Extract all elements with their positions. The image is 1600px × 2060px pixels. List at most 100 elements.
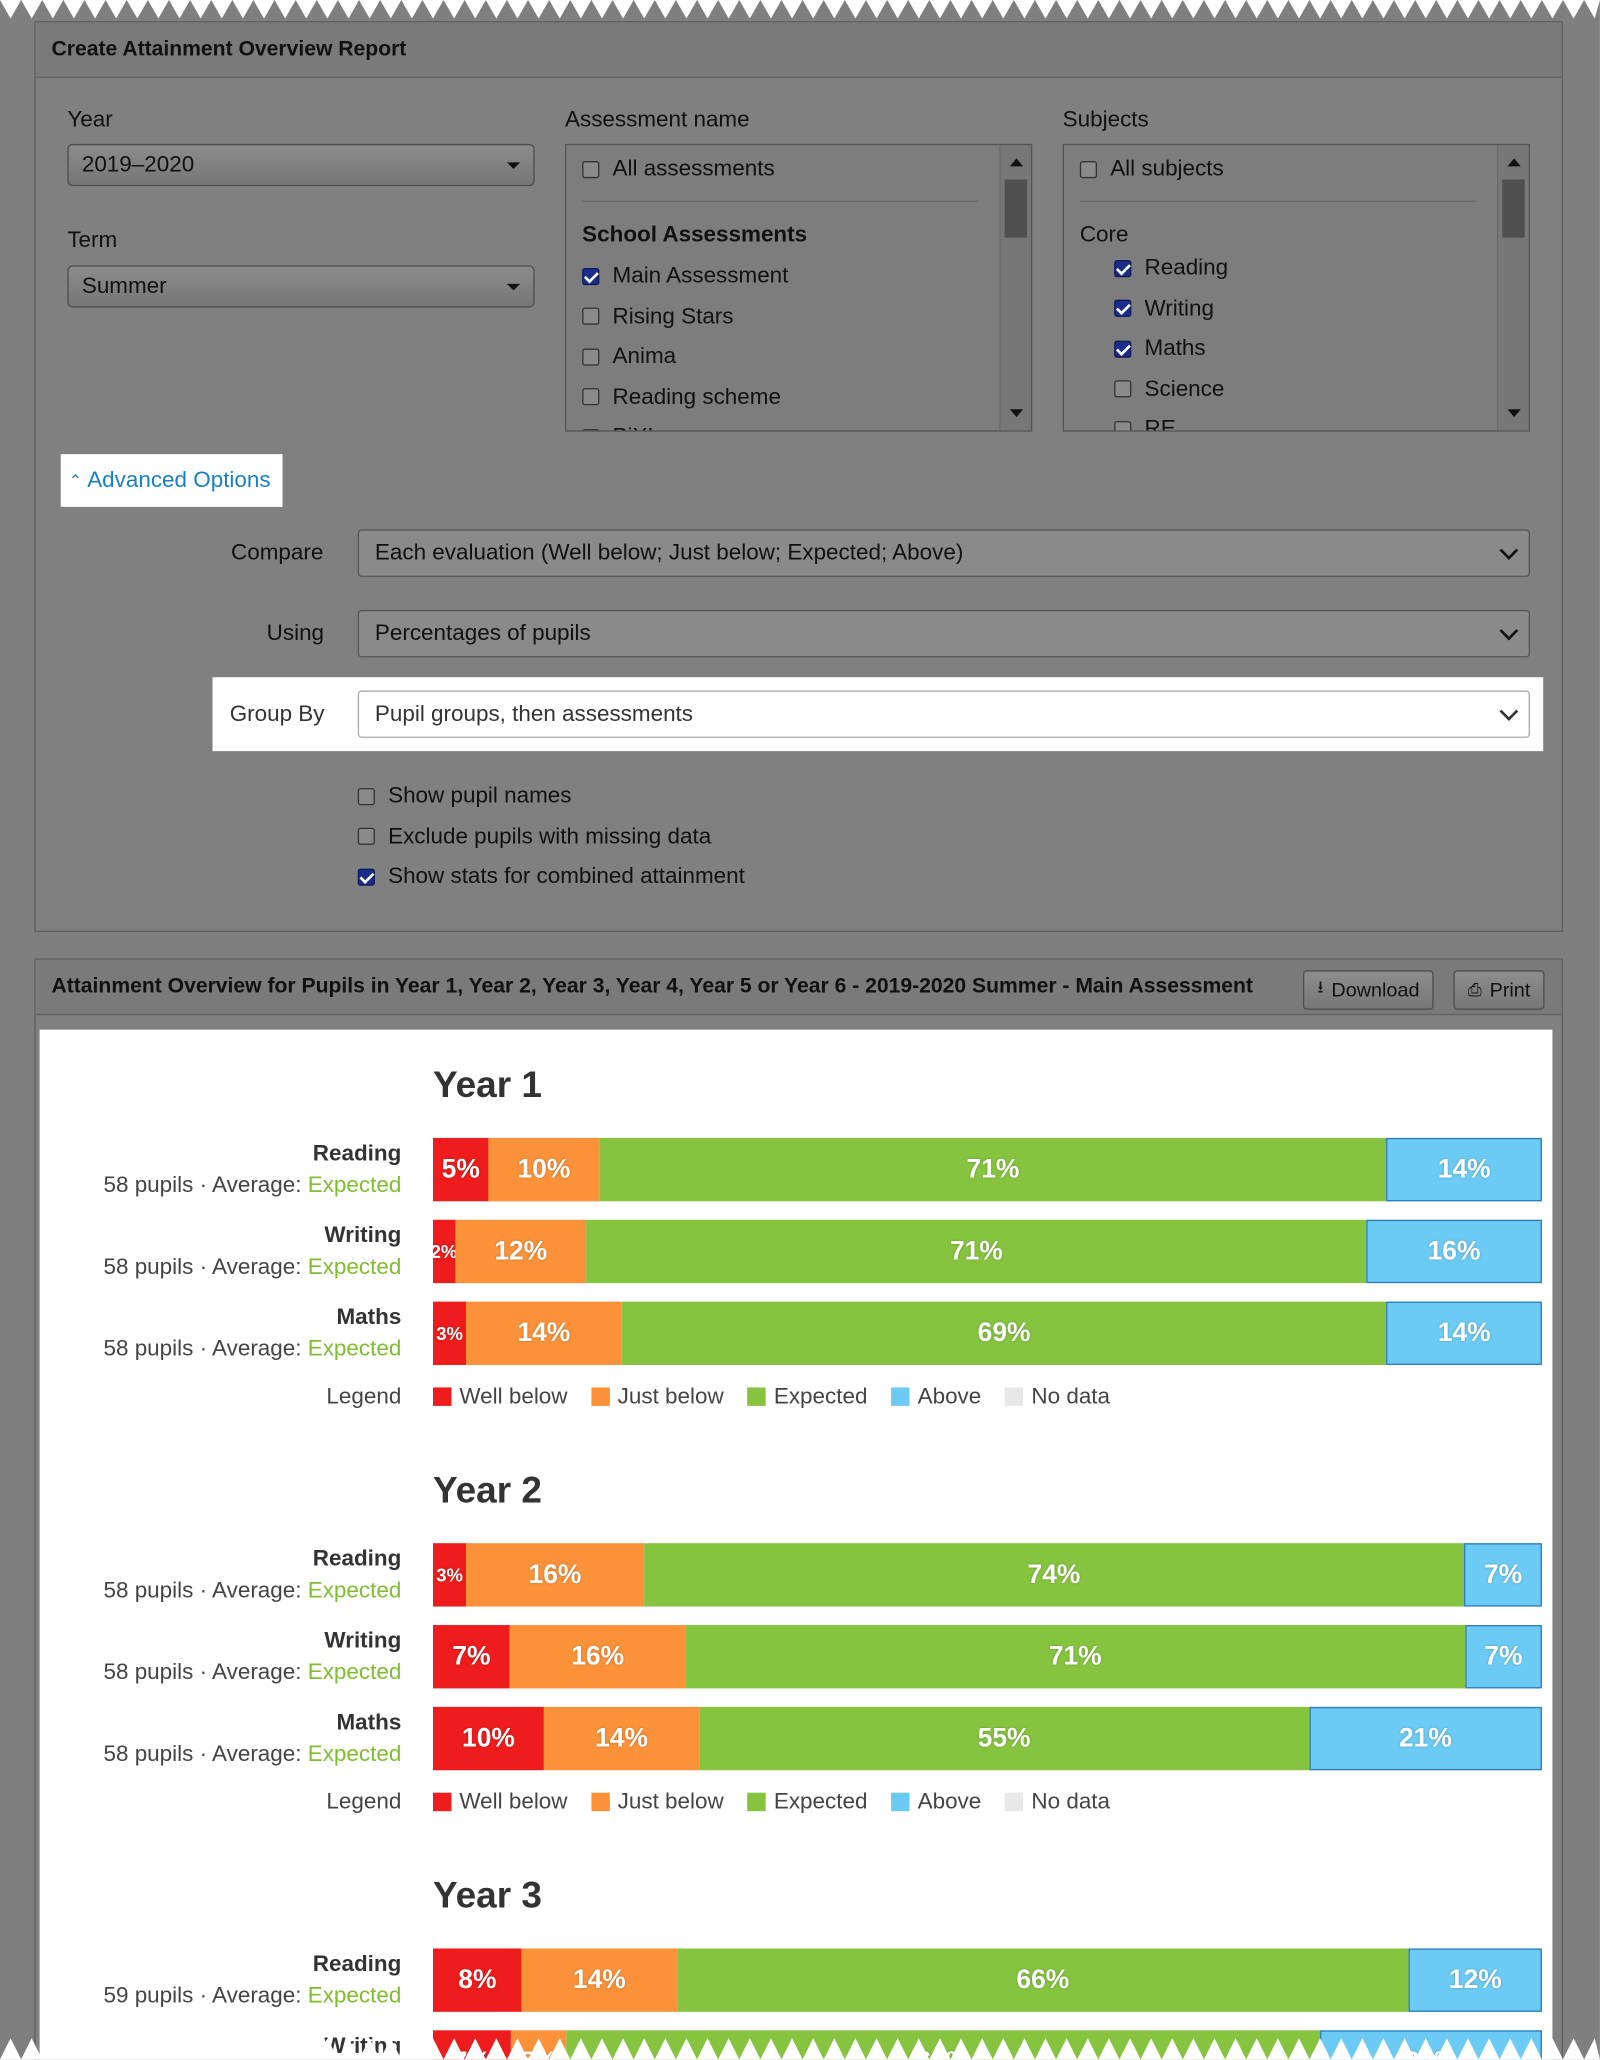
using-label: Using xyxy=(266,620,325,646)
checkbox[interactable] xyxy=(1114,259,1132,277)
scroll-up-icon[interactable] xyxy=(1507,158,1521,167)
print-button[interactable]: ⎙ Print xyxy=(1453,970,1545,1010)
chevron-down-icon xyxy=(1499,621,1519,641)
checkbox[interactable] xyxy=(1079,160,1098,178)
compare-select[interactable]: Each evaluation (Well below; Just below;… xyxy=(357,529,1530,577)
scroll-thumb[interactable] xyxy=(1004,179,1028,238)
stacked-bar: 7% 16% 71% 7% xyxy=(432,1625,1542,1689)
using-select[interactable]: Percentages of pupils xyxy=(357,609,1530,658)
term-select[interactable]: Summer xyxy=(67,265,535,308)
legend-swatch xyxy=(1005,1387,1024,1406)
row-stats-label: 58 pupils · Average: Expected xyxy=(104,1172,402,1198)
legend-item: Well below xyxy=(432,1383,568,1409)
group-title: School Assessments xyxy=(582,221,808,247)
chevron-down-icon xyxy=(1499,541,1519,560)
legend-item-label: Above xyxy=(917,1383,982,1409)
checkbox[interactable] xyxy=(582,307,600,325)
bar-segment-just-below: 12% xyxy=(454,1219,587,1284)
row-subject-label: Reading xyxy=(312,1545,402,1571)
checkbox-option[interactable]: Reading xyxy=(1114,252,1228,284)
average-value: Expected xyxy=(307,1741,402,1767)
checkbox[interactable] xyxy=(582,347,600,366)
legend-swatch xyxy=(432,1792,452,1812)
row-stats-label: 58 pupils · Average: Expected xyxy=(104,1659,402,1685)
bar-segment-above: 14% xyxy=(1386,1301,1542,1365)
bar-segment-expected: 71% xyxy=(599,1137,1387,1202)
assessment-listbox[interactable]: All assessments School Assessments Main … xyxy=(565,143,1033,432)
row-subject-label: Reading xyxy=(312,1140,402,1166)
checkbox[interactable] xyxy=(357,787,375,805)
row-stats-label: 59 pupils · Average: Expected xyxy=(104,1983,402,2009)
bar-segment-just-below: 10% xyxy=(488,1137,600,1202)
separator: · xyxy=(193,1254,213,1280)
checkbox-option[interactable]: Reading scheme xyxy=(582,381,781,413)
checkbox[interactable] xyxy=(1114,339,1132,358)
advanced-options-label: Advanced Options xyxy=(87,467,271,493)
group-by-select[interactable]: Pupil groups, then assessments xyxy=(357,690,1530,738)
checkbox-option[interactable]: Main Assessment xyxy=(582,260,788,292)
checkbox-option[interactable]: Exclude pupils with missing data xyxy=(357,820,711,852)
all-subjects-option[interactable]: All subjects xyxy=(1079,153,1224,185)
checkbox-option[interactable]: Rising Stars xyxy=(582,300,734,332)
legend-swatch xyxy=(591,1387,610,1406)
row-stats-label: 58 pupils · Average: Expected xyxy=(104,1336,402,1362)
pupil-count: 58 pupils xyxy=(103,1741,194,1767)
torn-edge-top xyxy=(0,0,1600,19)
checkbox[interactable] xyxy=(582,267,600,285)
checkbox-option[interactable]: Writing xyxy=(1114,292,1214,324)
bar-segment-above: 21% xyxy=(1309,1706,1542,1771)
checkbox[interactable] xyxy=(582,160,600,178)
bar-segment-above: 16% xyxy=(1366,1219,1542,1284)
checkbox[interactable] xyxy=(357,827,375,845)
bar-segment-expected: 71% xyxy=(685,1625,1466,1689)
average-prefix: Average: xyxy=(212,1577,308,1603)
checkbox-option[interactable]: Science xyxy=(1114,373,1224,405)
download-button[interactable]: ⭳ Download xyxy=(1302,970,1434,1010)
checkbox[interactable] xyxy=(1114,380,1132,398)
checkbox-option[interactable]: PiXL xyxy=(582,421,660,431)
checkbox[interactable] xyxy=(1114,420,1132,431)
option-label: Science xyxy=(1144,375,1225,401)
pupil-count: 58 pupils xyxy=(103,1254,194,1280)
bar-segment-expected: 66% xyxy=(676,1948,1409,2012)
average-prefix: Average: xyxy=(212,1254,308,1280)
row-stats-label: 58 pupils · Average: Expected xyxy=(104,1578,402,1604)
scroll-down-icon[interactable] xyxy=(1507,409,1521,418)
row-subject-label: Writing xyxy=(324,1627,402,1653)
legend-item-label: Well below xyxy=(459,1383,568,1409)
average-value: Expected xyxy=(307,1172,402,1198)
scroll-thumb[interactable] xyxy=(1502,179,1525,238)
assessment-scrollbar[interactable] xyxy=(999,145,1031,431)
option-label: Writing xyxy=(1144,295,1214,321)
checkbox-option[interactable]: Anima xyxy=(582,341,676,373)
checkbox[interactable] xyxy=(582,428,600,431)
create-report-title: Create Attainment Overview Report xyxy=(35,22,1562,78)
bar-segment-expected: 74% xyxy=(643,1543,1465,1607)
year-select[interactable]: 2019–2020 xyxy=(67,143,535,187)
scroll-up-icon[interactable] xyxy=(1009,158,1024,167)
legend-item: No data xyxy=(1005,1789,1110,1815)
subjects-listbox[interactable]: All subjects Core Reading Writing Maths Sci… xyxy=(1062,143,1530,432)
using-select-value: Percentages of pupils xyxy=(374,620,591,646)
advanced-options-link[interactable]: ⌃ Advanced Options xyxy=(60,454,283,507)
bar-segment-just-below: 16% xyxy=(509,1625,686,1689)
average-prefix: Average: xyxy=(212,1335,308,1362)
scroll-down-icon[interactable] xyxy=(1009,409,1024,418)
checkbox[interactable] xyxy=(357,867,375,886)
checkbox[interactable] xyxy=(582,388,600,406)
checkbox-option[interactable]: Maths xyxy=(1114,333,1206,365)
checkbox-option[interactable]: Show pupil names xyxy=(357,780,572,812)
bar-segment-expected: 71% xyxy=(586,1219,1367,1284)
bar-segment-above: 7% xyxy=(1464,1543,1542,1607)
bar-segment-just-below: 14% xyxy=(543,1706,700,1771)
checkbox-option[interactable]: Show stats for combined attainment xyxy=(357,861,745,893)
separator: · xyxy=(193,1659,213,1685)
subjects-scrollbar[interactable] xyxy=(1496,145,1529,431)
checkbox[interactable] xyxy=(1114,299,1132,317)
option-label: Maths xyxy=(1144,335,1206,361)
all-assessments-option[interactable]: All assessments xyxy=(582,153,775,185)
stacked-bar: 3% 16% 74% 7% xyxy=(432,1543,1542,1607)
checkbox-option[interactable]: RE xyxy=(1114,413,1176,431)
double-chevron-up-icon: ⌃ xyxy=(68,471,82,490)
bar-segment-above: 12% xyxy=(1408,1948,1542,2012)
